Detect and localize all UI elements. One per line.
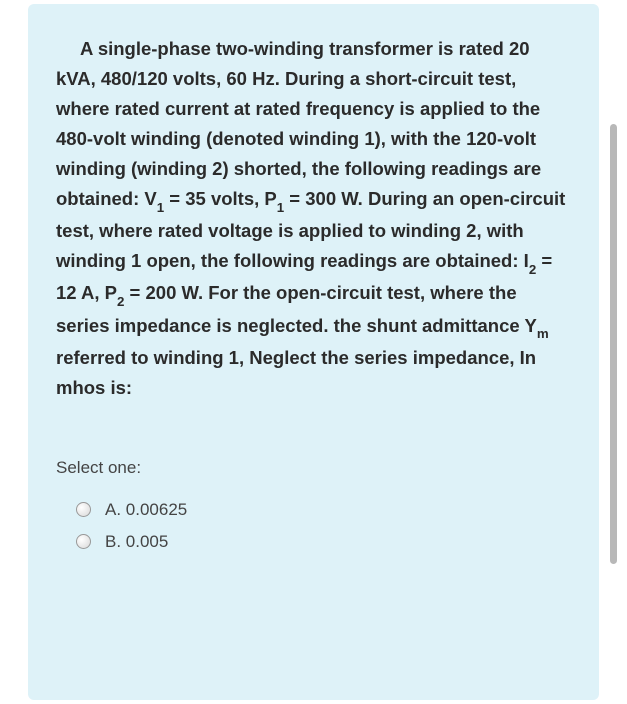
qtext-p1: A single-phase two-winding transformer i… [56, 38, 541, 209]
option-a[interactable]: A. 0.00625 [56, 494, 571, 526]
option-b[interactable]: B. 0.005 [56, 526, 571, 558]
scrollbar-thumb[interactable] [610, 124, 617, 564]
qtext-sub5: m [537, 326, 549, 341]
qtext-p6: referred to winding 1, Neglect the serie… [56, 347, 536, 398]
select-one-label: Select one: [56, 458, 571, 478]
scrollbar-track[interactable] [610, 4, 617, 704]
qtext-p5: = 200 W. For the open-circuit test, wher… [56, 282, 537, 335]
option-a-label: A. 0.00625 [105, 500, 187, 520]
question-card: A single-phase two-winding transformer i… [28, 4, 599, 700]
qtext-p2: = 35 volts, P [164, 188, 277, 209]
question-text: A single-phase two-winding transformer i… [56, 34, 571, 403]
option-b-label: B. 0.005 [105, 532, 168, 552]
qtext-sub4: 2 [117, 294, 124, 309]
radio-icon[interactable] [76, 502, 91, 517]
qtext-sub2: 1 [277, 200, 284, 215]
qtext-sub3: 2 [529, 262, 536, 277]
qtext-sub1: 1 [157, 200, 164, 215]
radio-icon[interactable] [76, 534, 91, 549]
